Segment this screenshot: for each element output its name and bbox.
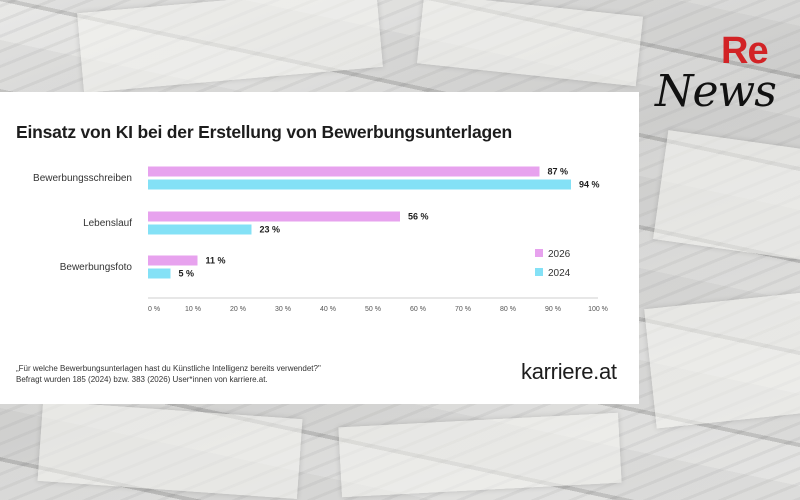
data-label: 23 %	[260, 225, 281, 235]
logo-news-text: News	[655, 66, 777, 117]
x-tick-label: 60 %	[410, 306, 426, 313]
data-label: 11 %	[206, 256, 226, 266]
x-tick-label: 10 %	[185, 306, 201, 313]
x-tick-label: 70 %	[455, 306, 471, 313]
x-tick-label: 30 %	[275, 306, 291, 313]
legend-swatch-2026	[535, 249, 543, 257]
bar-2026	[148, 166, 540, 177]
category-label: Lebenslauf	[83, 218, 132, 229]
bar-chart: Bewerbungsschreiben 87 % 94 % Lebenslauf 56 …	[33, 166, 608, 313]
data-label: 5 %	[179, 269, 195, 279]
category-label: Bewerbungsschreiben	[33, 173, 132, 184]
x-tick-label: 90 %	[545, 306, 561, 313]
category-label: Bewerbungsfoto	[60, 262, 133, 273]
bar-2026	[148, 255, 198, 266]
x-tick-label: 80 %	[500, 306, 516, 313]
data-label: 56 %	[408, 212, 429, 222]
legend-swatch-2024	[535, 268, 543, 276]
bar-2024	[148, 179, 571, 190]
survey-question: „Für welche Bewerbungsunterlagen hast du…	[16, 364, 321, 373]
x-tick-label: 40 %	[320, 306, 336, 313]
renews-logo: Re News	[655, 30, 777, 125]
bar-2024	[148, 224, 252, 235]
x-tick-label: 100 %	[588, 306, 608, 313]
x-tick-label: 20 %	[230, 306, 246, 313]
legend-label: 2024	[548, 268, 571, 279]
x-tick-label: 50 %	[365, 306, 381, 313]
chart-card	[0, 92, 639, 404]
legend-label: 2026	[548, 249, 571, 260]
chart-title: Einsatz von KI bei der Erstellung von Be…	[16, 122, 512, 142]
bar-2024	[148, 268, 171, 279]
bar-2026	[148, 211, 400, 222]
brand-logo: karriere.at	[521, 359, 617, 384]
data-label: 87 %	[548, 167, 569, 177]
x-tick-label: 0 %	[148, 306, 160, 313]
logo-re-text: Re	[721, 30, 769, 72]
data-label: 94 %	[579, 180, 600, 190]
survey-sample-note: Befragt wurden 185 (2024) bzw. 383 (2026…	[16, 375, 268, 384]
